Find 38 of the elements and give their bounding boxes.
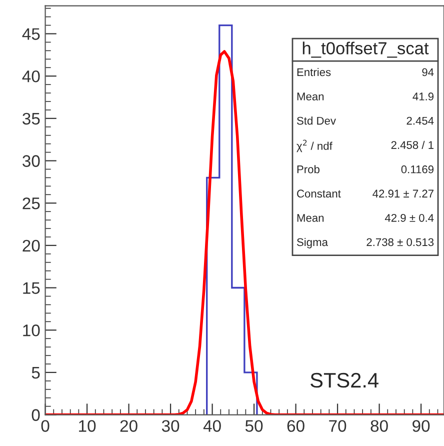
annotation: 2.454 bbox=[406, 116, 434, 125]
annotation: Std Dev bbox=[296, 116, 336, 125]
annotation: STS2.4 bbox=[310, 372, 378, 388]
annotation: χ$^{2}$ / ndf bbox=[296, 140, 332, 152]
annotation: 41.9 bbox=[412, 92, 434, 100]
x-tick-label: 90 bbox=[412, 420, 430, 432]
annotation: 0.1169 bbox=[401, 165, 434, 174]
y-tick-label: 25 bbox=[22, 197, 40, 210]
y-tick-label: 10 bbox=[23, 324, 40, 336]
annotation: 2.738 ± 0.513 bbox=[366, 238, 434, 246]
x-tick-label: 60 bbox=[287, 420, 304, 432]
y-tick-label: 30 bbox=[22, 155, 40, 167]
y-tick-label: 45 bbox=[22, 28, 40, 40]
x-tick-label: 20 bbox=[120, 420, 138, 432]
y-tick-label: 5 bbox=[32, 367, 40, 379]
annotation: 2.458 / 1 bbox=[391, 140, 434, 149]
x-tick-label: 30 bbox=[162, 420, 180, 432]
annotation: Mean bbox=[297, 92, 324, 100]
annotation: h_t0offset7_scat bbox=[302, 42, 429, 58]
annotation: Constant bbox=[297, 190, 341, 198]
x-tick-label: 0 bbox=[41, 420, 50, 432]
y-tick-label: 40 bbox=[22, 70, 40, 82]
annotation: 94 bbox=[422, 68, 434, 76]
annotation: 42.9 ± 0.4 bbox=[384, 214, 434, 222]
y-tick-label: 35 bbox=[22, 112, 40, 125]
annotation: Entries bbox=[297, 68, 331, 76]
annotation: 42.91 ± 7.27 bbox=[372, 190, 434, 198]
x-tick-label: 40 bbox=[203, 420, 221, 432]
y-tick-label: 15 bbox=[23, 282, 40, 294]
annotation: Mean bbox=[297, 214, 324, 222]
x-tick-label: 10 bbox=[79, 420, 96, 432]
y-tick-label: 0 bbox=[32, 409, 40, 421]
annotation: Sigma bbox=[296, 238, 328, 248]
x-tick-label: 50 bbox=[245, 420, 263, 432]
annotation: Prob bbox=[297, 165, 320, 174]
y-tick-label: 20 bbox=[22, 240, 40, 252]
x-tick-label: 70 bbox=[329, 420, 346, 432]
x-tick-label: 80 bbox=[370, 420, 388, 432]
